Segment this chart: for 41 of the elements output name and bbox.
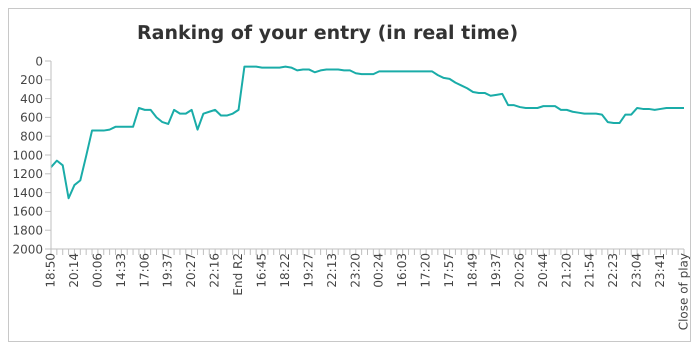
y-tick-label: 1400 (12, 186, 43, 200)
x-tick-label: 19:27 (301, 253, 316, 288)
x-tick-label: 20:14 (66, 253, 81, 288)
y-tick-label: 400 (20, 92, 43, 106)
x-tick-label: 18:49 (466, 253, 480, 288)
x-tick-label: 22:13 (324, 253, 339, 288)
x-tick-label: 00:24 (372, 253, 386, 288)
y-tick-label: 800 (20, 129, 43, 144)
x-tick-label: 16:45 (254, 253, 269, 288)
x-tick-label: 23:04 (630, 253, 644, 288)
x-tick-label: 19:37 (160, 253, 175, 288)
x-tick-label: 23:20 (348, 253, 362, 288)
x-tick-label: 17:06 (137, 253, 152, 288)
line-series (50, 66, 685, 200)
x-tick-label: 14:33 (114, 253, 128, 288)
y-tick-label: 600 (20, 110, 43, 125)
x-tick-label: 18:22 (278, 253, 292, 288)
x-tick-label: 17:57 (442, 253, 456, 288)
x-tick-label: 20:27 (184, 253, 198, 288)
y-tick-label: 200 (20, 73, 43, 88)
x-tick-label: End R2 (231, 253, 246, 296)
y-tick-label: 1600 (12, 204, 43, 219)
x-tick-label: 18:50 (44, 253, 58, 288)
y-tick-label: 1000 (12, 148, 43, 162)
y-tick-label: 1800 (12, 223, 43, 238)
x-tick-label: 21:54 (582, 253, 597, 288)
x-tick-label: 17:20 (418, 253, 433, 288)
y-tick-label: 2000 (12, 242, 43, 256)
x-tick-label: Close of play (676, 253, 691, 330)
x-tick-label: 22:16 (208, 253, 222, 288)
y-tick-label: 0 (35, 54, 43, 68)
y-tick-label: 1200 (12, 167, 43, 182)
x-tick-label: 20:26 (512, 253, 526, 288)
x-tick-label: 20:44 (536, 253, 550, 288)
x-tick-label: 21:20 (559, 253, 574, 288)
x-tick-label: 23:41 (653, 253, 668, 288)
x-tick-label: 16:03 (395, 253, 410, 288)
x-tick-label: 19:37 (488, 253, 503, 288)
x-tick-label: 22:23 (606, 253, 620, 288)
chart-title: Ranking of your entry (in real time) (136, 21, 520, 46)
x-tick-label: 00:06 (90, 253, 104, 288)
